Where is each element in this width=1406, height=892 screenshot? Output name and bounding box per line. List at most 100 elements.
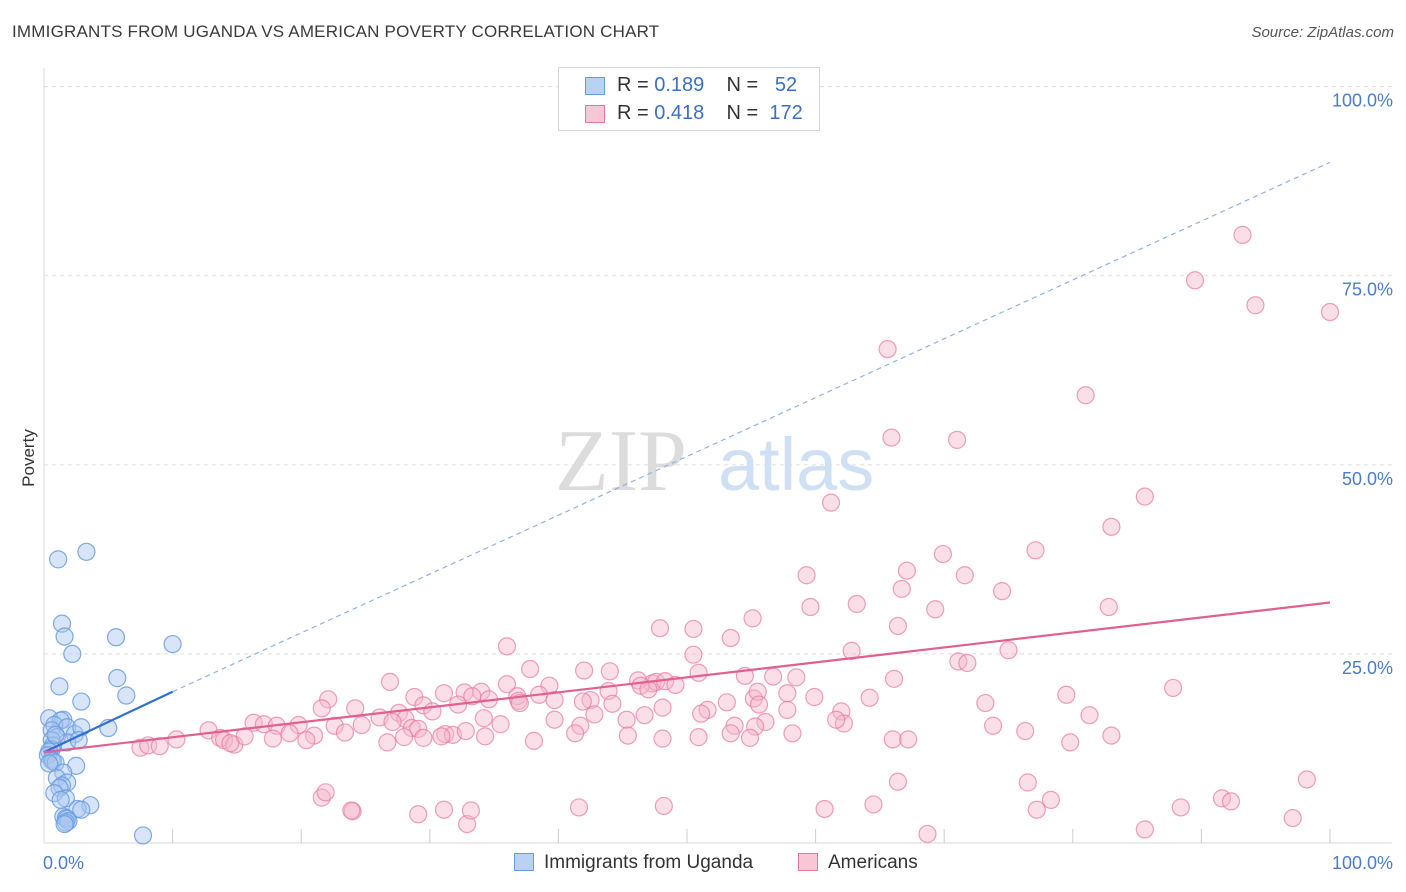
americans-point (1102, 517, 1121, 536)
uganda-point (77, 542, 96, 561)
americans-point (958, 653, 977, 673)
americans-point (1171, 798, 1190, 817)
americans-point (1076, 386, 1095, 405)
y-tick-label: 50.0% (1342, 469, 1393, 489)
americans-point (1164, 678, 1183, 698)
americans-point (510, 693, 529, 713)
uganda-point (63, 644, 82, 664)
uganda-point (55, 627, 74, 646)
americans-point (1080, 706, 1099, 725)
americans-point (461, 801, 481, 820)
americans-point (581, 690, 600, 710)
americans-point (778, 700, 797, 719)
americans-point (783, 724, 802, 743)
americans-point (1320, 302, 1340, 322)
americans-point (635, 706, 654, 725)
americans-point (575, 661, 594, 680)
americans-point (748, 682, 767, 701)
legend-r-label: R = (617, 74, 649, 96)
americans-point (740, 728, 760, 747)
axis-labels: 100.0% 75.0% 50.0% 25.0% 0.0% 100.0% (43, 91, 1393, 873)
uganda-point (108, 669, 127, 688)
legend-n-value: 52 (774, 74, 798, 96)
americans-point (343, 802, 362, 821)
americans-point (801, 597, 820, 617)
americans-point (897, 561, 917, 580)
x-tick-label: 100.0% (1332, 853, 1393, 873)
legend-n-label: N = (726, 102, 759, 124)
watermark-zip: ZIP (555, 413, 687, 510)
americans-point (797, 566, 816, 585)
americans-point (847, 594, 866, 614)
americans-point (524, 731, 544, 750)
americans-point (1221, 792, 1241, 811)
uganda-point (56, 808, 75, 828)
americans-point (1099, 597, 1118, 617)
americans-point (983, 716, 1003, 735)
americans-point (316, 783, 335, 802)
americans-point (1061, 733, 1080, 752)
americans-point (475, 727, 495, 746)
axis-ticks (172, 829, 1331, 843)
americans-trend-line (43, 601, 1331, 754)
americans-point (949, 652, 968, 671)
americans-point (899, 730, 918, 749)
americans-point (585, 705, 604, 724)
americans-point (883, 730, 902, 749)
americans-point (653, 698, 672, 717)
uganda-points (38, 542, 182, 845)
americans-point (743, 609, 762, 628)
uganda-point (49, 550, 68, 569)
legend-r-label: R = (617, 102, 649, 124)
americans-point (414, 728, 433, 747)
americans-point (545, 690, 564, 710)
uganda-point (117, 686, 136, 705)
uganda-point (106, 628, 126, 647)
americans-point (778, 684, 797, 703)
americans-points (131, 225, 1340, 844)
americans-point (864, 795, 883, 814)
americans-point (319, 690, 338, 709)
americans-point (684, 645, 703, 664)
y-tick-label: 75.0% (1342, 280, 1393, 300)
uganda-point (50, 677, 69, 696)
americans-point (926, 600, 945, 619)
chart-title: IMMIGRANTS FROM UGANDA VS AMERICAN POVER… (12, 22, 660, 41)
americans-point (618, 726, 637, 745)
americans-point (955, 566, 974, 585)
americans-point (600, 662, 619, 681)
americans-point (721, 724, 740, 743)
americans-point (402, 718, 421, 738)
americans-point (569, 798, 589, 817)
americans-point (842, 641, 861, 660)
americans-point (692, 704, 711, 723)
legend-swatch-blue (585, 77, 605, 95)
americans-point (888, 616, 908, 636)
americans-point (603, 694, 622, 713)
americans-point (1041, 790, 1061, 809)
americans-point (764, 667, 783, 686)
americans-point (1027, 800, 1046, 819)
uganda-point (45, 783, 64, 803)
americans-point (815, 799, 834, 819)
uganda-point (72, 692, 91, 711)
americans-point (892, 579, 911, 598)
uganda-point (46, 753, 65, 772)
americans-point (394, 728, 414, 747)
americans-point (1233, 225, 1252, 244)
uganda-point (51, 790, 70, 809)
uganda-point (55, 814, 74, 834)
americans-point (521, 659, 540, 679)
americans-point (263, 729, 283, 748)
americans-point (689, 728, 708, 747)
uganda-point (163, 634, 182, 654)
uganda-point (40, 754, 59, 773)
americans-point (1283, 808, 1302, 828)
americans-point (717, 693, 736, 712)
americans-point (827, 710, 846, 729)
americans-point (342, 801, 361, 820)
bottom-legend-label-americans: Americans (828, 852, 918, 873)
uganda-trend-line (43, 690, 174, 754)
americans-point (650, 619, 670, 638)
